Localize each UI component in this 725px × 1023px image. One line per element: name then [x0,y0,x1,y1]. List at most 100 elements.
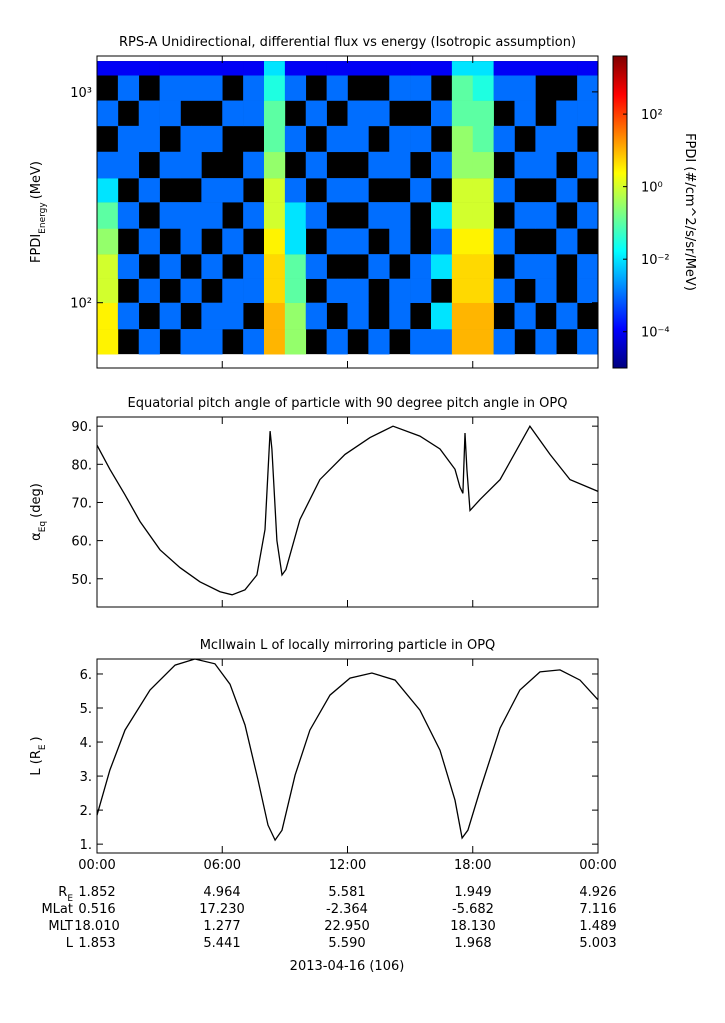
heat-cell [284,302,307,330]
heat-cell [222,178,244,203]
heat-cell [535,254,557,279]
y-tick-label: 6. [80,668,92,683]
heat-cell [97,302,119,330]
heat-cell [493,75,515,101]
heat-cell [577,202,599,229]
heat-cell [451,254,474,279]
heat-cell [514,302,536,330]
heat-cell [97,151,119,179]
heat-cell [410,278,432,303]
heat-cell [243,254,265,279]
heat-cell [180,151,202,179]
heat-cell [389,278,411,303]
heat-cell [201,329,223,355]
label-main: α [29,532,44,541]
heat-cell [472,151,494,179]
heat-cell [138,329,160,355]
heat-cell [201,178,223,203]
ephemeris-label: RE [58,885,73,904]
colorbar-tick-label: 10⁻⁴ [641,326,670,341]
heat-cell [284,125,307,153]
ephemeris-value: 1.949 [454,885,491,900]
heat-cell [514,254,536,279]
ephemeris-value: 5.590 [328,936,365,951]
heat-cell [305,254,327,279]
label-main: FPDI [29,234,44,263]
label-main: R [58,885,67,900]
ephemeris-value: 18.130 [450,919,496,934]
heat-cell [368,329,390,355]
colorbar-tick-label: 10² [641,108,663,123]
heat-cell [431,151,453,179]
x-tick-label: 00:00 [78,858,115,873]
heat-cell [97,228,119,255]
heat-cell [410,178,432,203]
heat-cell [451,228,474,255]
ephemeris-value: 5.441 [203,936,240,951]
heat-cell [577,151,599,179]
y-tick-label: 10² [70,297,92,312]
heat-cell [556,100,578,127]
heat-cell [389,302,411,330]
heat-cell [451,100,474,127]
heat-cell [431,254,453,279]
heat-cell [472,100,494,127]
heat-cell [389,202,411,229]
heat-cell [180,329,202,355]
heat-cell [243,278,265,303]
heat-cell [535,151,557,179]
y-tick-label: 90. [71,420,92,435]
heat-cell [264,125,286,153]
heat-cell [243,61,265,76]
heat-cell [305,202,327,229]
heat-cell [243,151,265,179]
heat-cell [577,278,599,303]
y-tick-label: 80. [71,458,92,473]
heat-cell [535,125,557,153]
heat-cell [535,278,557,303]
heat-cell [493,178,515,203]
heat-cell [264,75,286,101]
heat-cell [389,75,411,101]
colorbar-tick-label: 10⁰ [641,181,663,196]
line-series [96,424,599,596]
y-tick-label: 10³ [70,86,92,101]
heat-cell [472,61,494,76]
heat-cell [472,278,494,303]
heat-cell [577,100,599,127]
heat-cell [138,100,160,127]
heat-cell [451,178,474,203]
label-sub: E [67,894,73,904]
heat-cell [97,202,119,229]
heat-cell [117,302,140,330]
heat-cell [389,151,411,179]
heat-cell [243,100,265,127]
line-series [96,658,599,842]
heat-cell [347,125,369,153]
heat-cell [431,302,453,330]
heat-cell [138,125,160,153]
heat-cell [180,202,202,229]
heat-cell [368,254,390,279]
heat-cell [201,202,223,229]
heat-cell [326,329,348,355]
y-tick-label: 50. [71,573,92,588]
y-tick-label: 5. [80,702,92,717]
heat-cell [284,202,307,229]
heat-cell [117,151,140,179]
heat-cell [180,228,202,255]
heat-cell [138,61,160,76]
heat-cell [243,75,265,101]
y-tick-label: 60. [71,535,92,550]
heat-cell [243,202,265,229]
heat-cell [222,61,244,76]
heat-cell [222,302,244,330]
heat-cell [451,302,474,330]
label-main: L (R [29,750,44,775]
heat-cell [472,125,494,153]
ephemeris-value: 1.489 [579,919,616,934]
heat-cell [472,302,494,330]
heat-cell [556,302,578,330]
heat-cell [326,125,348,153]
